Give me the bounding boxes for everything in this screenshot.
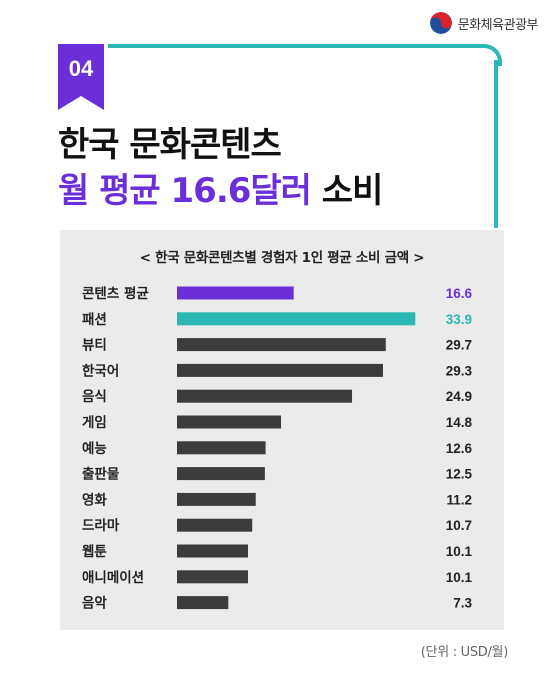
bar (177, 596, 229, 610)
chart-title: < 한국 문화콘텐츠별 경험자 1인 평균 소비 금액 > (139, 250, 425, 266)
ministry-name: 문화체육관광부 (457, 17, 539, 33)
category-label: 출판물 (82, 466, 119, 483)
category-label: 패션 (82, 311, 107, 328)
category-label: 콘텐츠 평균 (82, 285, 149, 302)
title-highlight: 월 평균 16.6달러 (58, 171, 312, 211)
chart-panel: < 한국 문화콘텐츠별 경험자 1인 평균 소비 금액 > 콘텐츠 평균 16.6… (60, 230, 504, 630)
value-label: 11.2 (446, 492, 472, 507)
category-label: 음악 (82, 595, 107, 612)
value-label: 14.8 (446, 415, 473, 430)
value-label: 29.7 (446, 338, 472, 353)
bar (177, 415, 282, 429)
bar (177, 338, 386, 352)
value-label: 10.1 (446, 570, 473, 585)
value-label: 10.1 (446, 544, 473, 559)
category-label: 드라마 (82, 518, 120, 534)
bar (177, 570, 248, 584)
bar (177, 492, 256, 506)
category-label: 음식 (82, 389, 107, 405)
category-label: 예능 (82, 441, 107, 457)
bar-chart: 콘텐츠 평균 16.6 패션 33.9 뷰티 29.7 한국어 29.3 음식 24.9 게임 14.… (82, 285, 473, 612)
title-tail: 소비 (310, 171, 384, 211)
decorative-frame-top (108, 44, 502, 66)
value-label: 12.6 (446, 441, 473, 456)
bar (177, 441, 266, 455)
category-label: 애니메이션 (82, 569, 144, 586)
bar (177, 363, 383, 377)
badge-number: 04 (68, 56, 94, 81)
value-label: 33.9 (446, 312, 472, 327)
category-label: 웹툰 (82, 544, 107, 560)
bar (177, 286, 294, 300)
bar (177, 518, 253, 532)
unit-note: (단위 : USD/월) (420, 645, 509, 660)
page-title: 한국 문화콘텐츠 월 평균 16.6달러 소비 (58, 122, 384, 214)
value-label: 12.5 (446, 467, 473, 482)
value-label: 10.7 (446, 518, 472, 533)
section-badge: 04 (58, 44, 104, 110)
value-label: 16.6 (446, 286, 473, 301)
category-label: 뷰티 (82, 338, 107, 354)
decorative-frame-right (494, 60, 498, 228)
value-label: 7.3 (453, 596, 472, 611)
category-label: 영화 (82, 491, 107, 508)
bar (177, 312, 416, 326)
category-label: 한국어 (82, 362, 119, 379)
bar (177, 544, 248, 558)
value-label: 29.3 (446, 363, 473, 378)
bar (177, 389, 353, 403)
taegeuk-icon (429, 12, 452, 34)
ministry-logo: 문화체육관광부 (429, 12, 539, 34)
bar (177, 467, 265, 481)
category-label: 게임 (82, 415, 107, 431)
title-line-2: 월 평균 16.6달러 소비 (58, 168, 384, 214)
value-label: 24.9 (446, 389, 472, 404)
title-line-1: 한국 문화콘텐츠 (58, 125, 282, 165)
